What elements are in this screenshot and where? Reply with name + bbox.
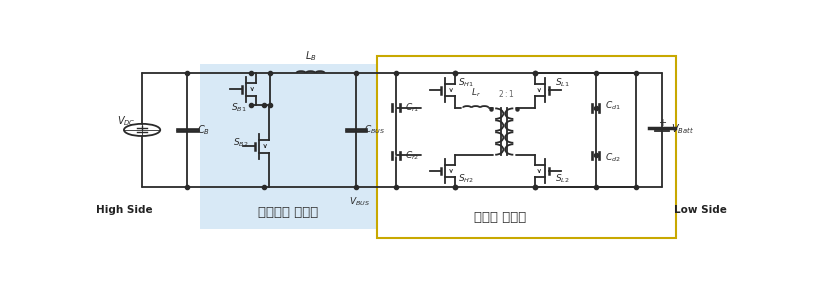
Text: +: + bbox=[658, 118, 665, 128]
Text: $C_{BUS}$: $C_{BUS}$ bbox=[364, 124, 385, 136]
Text: $S_{B1}$: $S_{B1}$ bbox=[232, 101, 247, 114]
Text: $V_{DC}$: $V_{DC}$ bbox=[117, 114, 135, 128]
Text: $C_{d1}$: $C_{d1}$ bbox=[604, 99, 620, 112]
Text: $S_{L1}$: $S_{L1}$ bbox=[555, 76, 570, 89]
Text: $C_{r1}$: $C_{r1}$ bbox=[405, 102, 420, 114]
Text: $C_B$: $C_B$ bbox=[196, 123, 210, 137]
Text: Low Side: Low Side bbox=[674, 205, 727, 215]
Text: 비절연부 컨버터: 비절연부 컨버터 bbox=[258, 206, 319, 219]
Text: $V_{BUS}$: $V_{BUS}$ bbox=[349, 196, 370, 208]
Text: High Side: High Side bbox=[95, 205, 152, 215]
Text: $V_{Batt}$: $V_{Batt}$ bbox=[671, 122, 695, 136]
Text: $C_{r2}$: $C_{r2}$ bbox=[405, 149, 420, 162]
Text: $S_{H2}$: $S_{H2}$ bbox=[458, 173, 474, 185]
Text: $C_{d2}$: $C_{d2}$ bbox=[604, 151, 620, 164]
Bar bbox=[376, 56, 676, 238]
Text: $L_B$: $L_B$ bbox=[304, 49, 316, 63]
Text: 절연부 컨버터: 절연부 컨버터 bbox=[473, 211, 526, 224]
Text: $2:1$: $2:1$ bbox=[497, 89, 514, 100]
Bar bbox=[201, 64, 376, 229]
Text: $S_{L2}$: $S_{L2}$ bbox=[555, 173, 570, 185]
Text: $S_{B2}$: $S_{B2}$ bbox=[233, 137, 248, 149]
Text: $L_r$: $L_r$ bbox=[471, 87, 481, 99]
Text: $S_{H1}$: $S_{H1}$ bbox=[458, 76, 474, 89]
